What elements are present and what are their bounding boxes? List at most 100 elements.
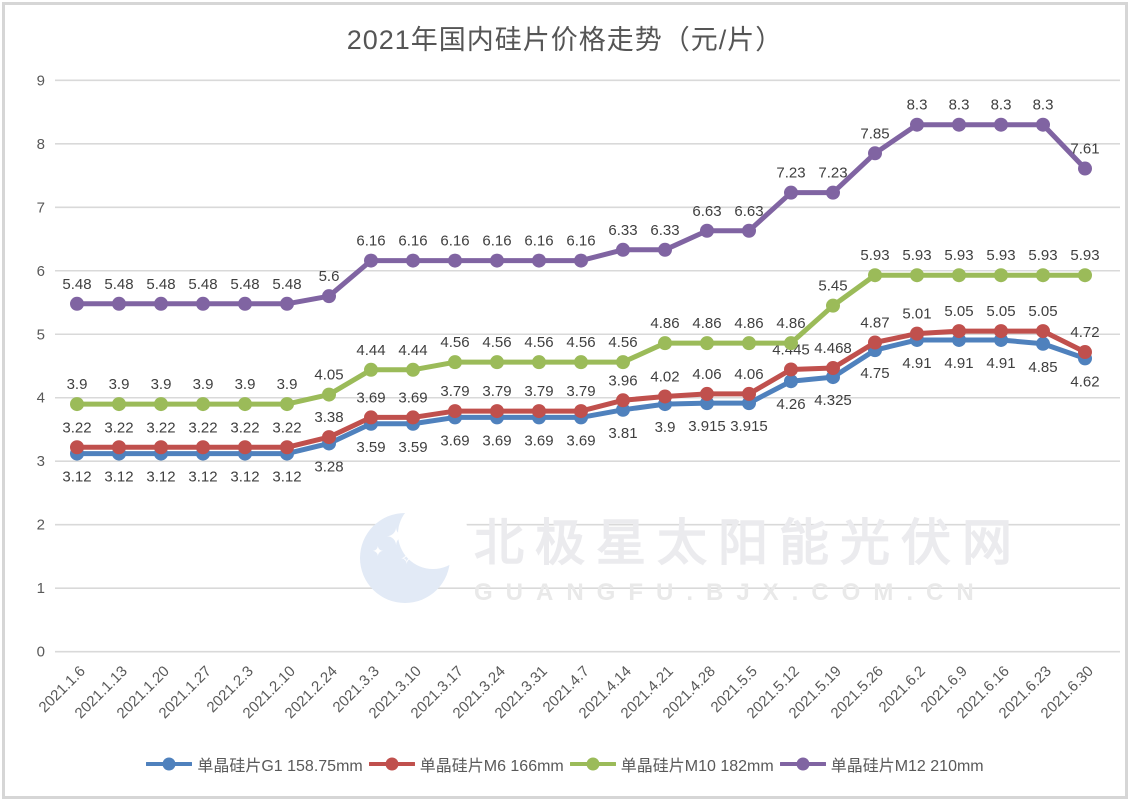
data-label: 4.06 [692,366,721,383]
data-point-marker [868,268,882,283]
data-label: 3.79 [482,383,511,400]
data-point-marker [574,253,588,268]
data-point-marker [1078,345,1092,360]
data-label: 4.91 [986,355,1015,372]
data-label: 6.16 [482,233,511,250]
data-label: 6.16 [398,233,427,250]
data-point-marker [280,397,294,412]
data-point-marker [616,393,630,408]
data-label: 4.91 [944,355,973,372]
data-label: 4.06 [734,366,763,383]
data-point-marker [196,440,210,455]
data-label: 8.3 [991,97,1012,114]
data-label: 8.3 [1033,97,1054,114]
data-label: 5.48 [188,276,217,293]
data-point-marker [154,440,168,455]
data-label: 3.69 [482,432,511,449]
data-label: 4.56 [566,334,595,351]
data-label: 7.23 [776,165,805,182]
data-point-marker [784,185,798,200]
data-point-marker [616,355,630,370]
data-point-marker [1036,324,1050,339]
data-point-marker [700,223,714,238]
y-tick-label: 9 [37,72,45,89]
data-label: 3.69 [566,432,595,449]
data-label: 5.05 [944,303,973,320]
data-label: 3.59 [398,439,427,456]
data-label: 4.62 [1070,373,1099,390]
data-label: 4.86 [692,315,721,332]
data-point-marker [364,362,378,377]
data-label: 5.6 [319,268,340,285]
data-label: 3.12 [62,469,91,486]
data-label: 3.22 [146,419,175,436]
data-label: 3.38 [314,409,343,426]
legend-label: 单晶硅片M12 210mm [830,758,984,775]
data-point-marker [532,355,546,370]
data-label: 7.23 [818,165,847,182]
data-label: 4.56 [440,334,469,351]
data-label: 5.93 [902,247,931,264]
data-label: 3.9 [193,376,214,393]
data-point-marker [658,242,672,257]
data-label: 3.12 [272,469,301,486]
data-label: 3.9 [151,376,172,393]
data-label: 4.44 [398,342,427,359]
data-label: 6.16 [524,233,553,250]
data-label: 5.48 [230,276,259,293]
data-label: 3.79 [566,383,595,400]
data-label: 3.915 [730,418,768,435]
data-label: 3.22 [272,419,301,436]
data-point-marker [448,253,462,268]
data-point-marker [70,397,84,412]
data-label: 4.87 [860,315,889,332]
data-label: 3.22 [188,419,217,436]
data-label: 6.16 [440,233,469,250]
data-label: 4.86 [776,315,805,332]
data-point-marker [868,146,882,161]
data-point-marker [490,253,504,268]
data-point-marker [238,397,252,412]
data-point-marker [910,117,924,132]
data-label: 3.12 [188,469,217,486]
data-point-marker [1078,268,1092,283]
data-point-marker [196,397,210,412]
data-label: 4.75 [860,365,889,382]
data-label: 4.44 [356,342,385,359]
data-point-marker [196,296,210,311]
data-point-marker [658,389,672,404]
data-label: 3.12 [230,469,259,486]
data-point-marker [826,298,840,313]
data-label: 3.69 [356,389,385,406]
data-point-marker [448,355,462,370]
legend-label: 单晶硅片M10 182mm [620,758,774,775]
data-point-marker [910,268,924,283]
data-label: 3.59 [356,439,385,456]
data-point-marker [784,374,798,389]
legend-label: 单晶硅片M6 166mm [419,758,564,775]
data-point-marker [1036,117,1050,132]
data-label: 3.69 [524,432,553,449]
data-label: 3.9 [109,376,130,393]
data-point-marker [1036,268,1050,283]
data-label: 3.22 [62,419,91,436]
data-label: 6.16 [566,233,595,250]
data-label: 8.3 [949,97,970,114]
data-point-marker [238,296,252,311]
data-point-marker [574,355,588,370]
data-label: 4.86 [734,315,763,332]
y-tick-label: 7 [37,199,45,216]
data-point-marker [826,361,840,376]
y-tick-label: 8 [37,136,45,153]
y-tick-label: 2 [37,517,45,534]
data-point-marker [154,397,168,412]
data-point-marker [112,440,126,455]
y-tick-label: 4 [37,390,45,407]
chart-legend: 单晶硅片G1 158.75mm 单晶硅片M6 166mm 单晶硅片M10 182mm… [0,752,1130,776]
legend-item: 单晶硅片M10 182mm [569,752,774,776]
data-label: 7.61 [1070,141,1099,158]
data-label: 4.02 [650,368,679,385]
data-point-marker [532,404,546,419]
data-label: 5.93 [1028,247,1057,264]
